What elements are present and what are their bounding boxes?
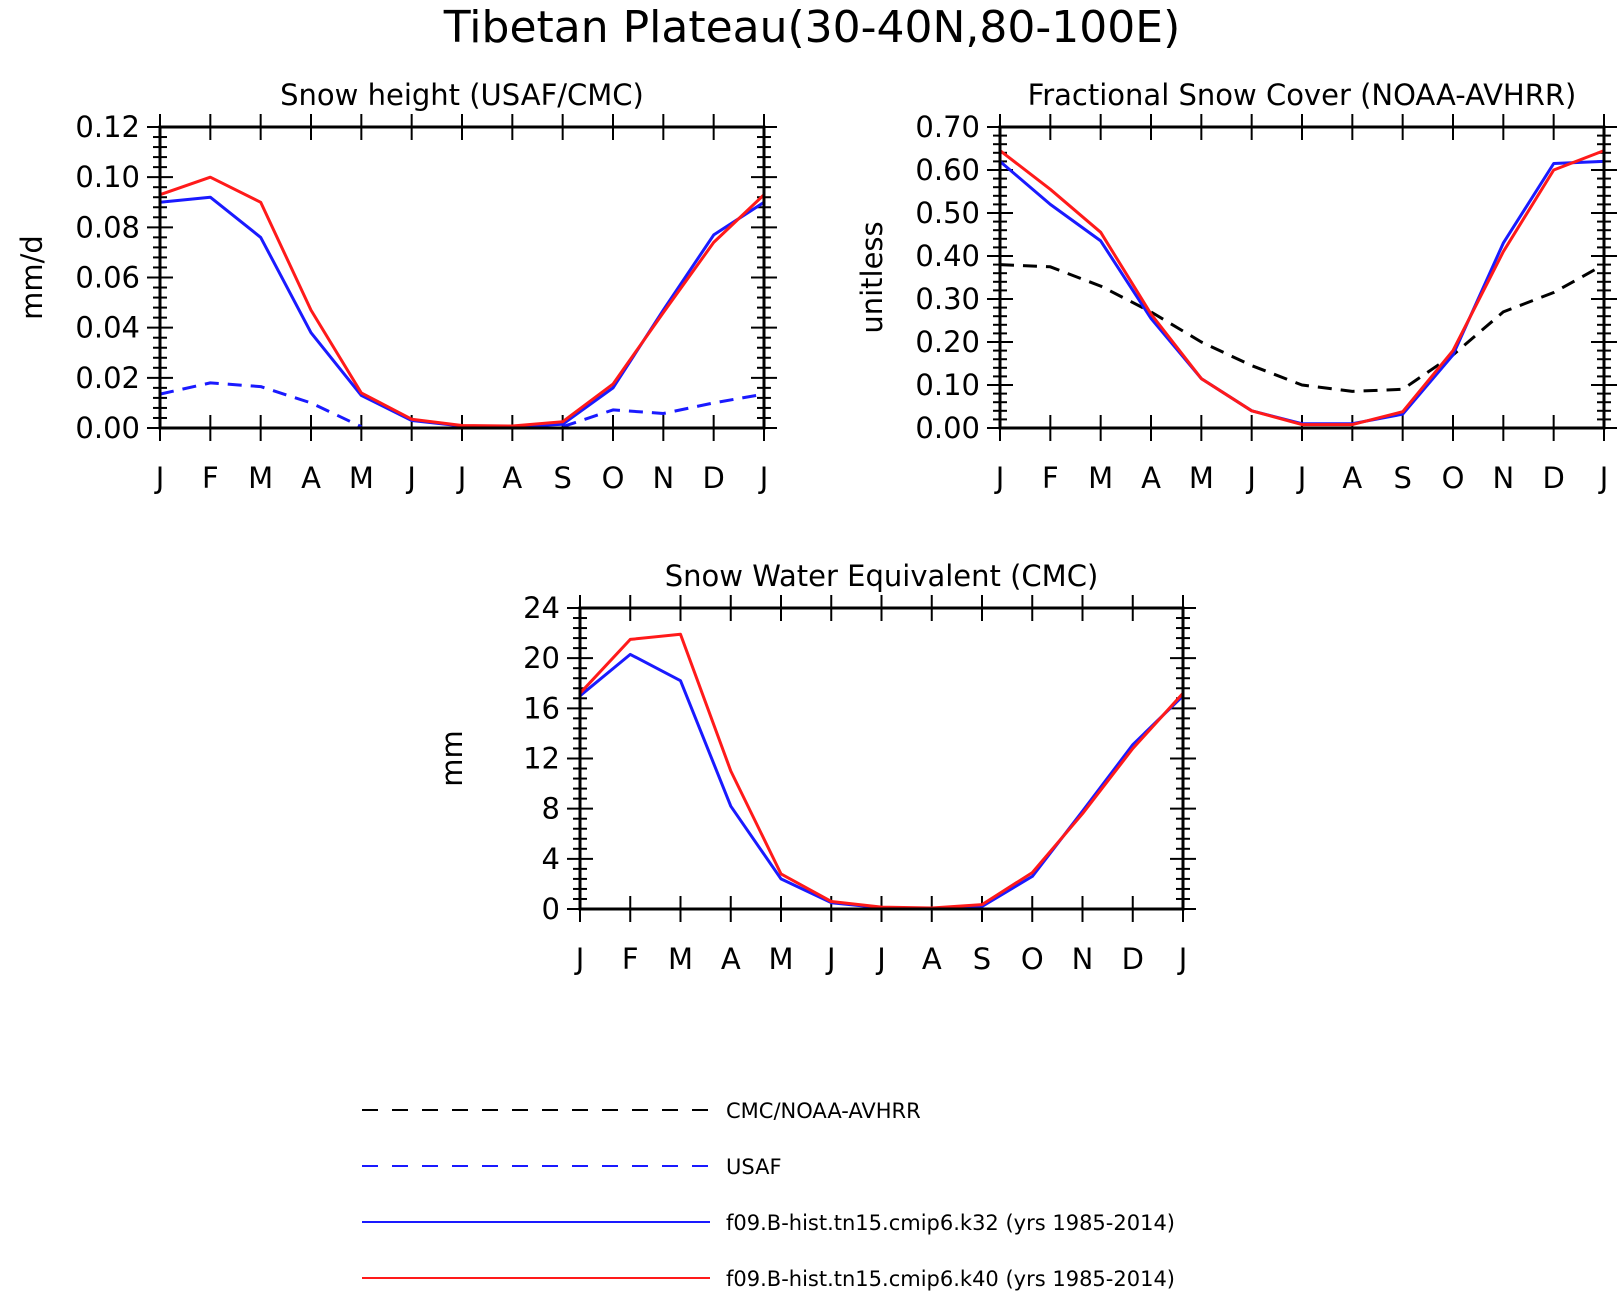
x-tick-label: J xyxy=(758,461,769,495)
panel-snow-height: Snow height (USAF/CMC) mm/d 0.00 0.02 0.04 0.… xyxy=(15,78,777,495)
x-tick-label: F xyxy=(202,461,219,495)
panel-title: Snow Water Equivalent (CMC) xyxy=(665,559,1099,593)
series-line-f09-b-hist-tn15-cmip6-k32-yrs-1985-2014 xyxy=(579,652,1185,910)
x-tick-label: M xyxy=(768,942,793,976)
x-tick-label: M xyxy=(349,461,374,495)
x-tick-label: F xyxy=(1042,461,1059,495)
y-tick-label: 0.00 xyxy=(75,411,140,445)
x-tick-label: D xyxy=(1542,461,1564,495)
x-tick-label: A xyxy=(721,942,741,976)
x-tick-label: A xyxy=(502,461,522,495)
axis-ticks xyxy=(987,114,1617,441)
panel-title: Snow height (USAF/CMC) xyxy=(280,78,644,112)
y-tick-label: 20 xyxy=(523,641,560,675)
legend-label: USAF xyxy=(726,1155,782,1179)
x-tick-label: J xyxy=(1177,942,1188,976)
plot-frame xyxy=(578,606,1185,911)
legend-label: f09.B-hist.tn15.cmip6.k32 (yrs 1985-2014… xyxy=(726,1211,1175,1235)
axis-ticks xyxy=(147,114,777,441)
x-tick-label: J xyxy=(574,942,585,976)
x-tick-label: J xyxy=(1245,461,1256,495)
plot-frame xyxy=(158,125,766,430)
x-tick-label: J xyxy=(456,461,467,495)
y-tick-label: 0.00 xyxy=(915,411,980,445)
y-axis-label: unitless xyxy=(855,221,889,333)
y-tick-label: 0.20 xyxy=(915,325,980,359)
y-tick-label: 0.06 xyxy=(75,261,140,295)
plot-frame xyxy=(998,125,1606,430)
y-tick-label: 16 xyxy=(523,691,560,725)
y-tick-label: 0 xyxy=(542,892,560,926)
series-line-f09-b-hist-tn15-cmip6-k40-yrs-1985-2014 xyxy=(578,632,1185,910)
series-line-f09-b-hist-tn15-cmip6-k40-yrs-1985-2014 xyxy=(159,175,766,428)
x-tick-label: J xyxy=(994,461,1005,495)
panel-snow-water-equivalent: Snow Water Equivalent (CMC) mm 0 4 8 12 16 20 24… xyxy=(435,559,1196,976)
x-tick-label: M xyxy=(1189,461,1214,495)
x-tick-label: S xyxy=(973,942,991,976)
x-tick-label: O xyxy=(1442,461,1465,495)
x-tick-label: A xyxy=(1141,461,1161,495)
y-tick-label: 24 xyxy=(523,591,560,625)
x-tick-label: A xyxy=(922,942,942,976)
y-tick-label: 0.04 xyxy=(75,311,140,345)
y-axis-label: mm/d xyxy=(15,235,49,320)
legend: CMC/NOAA-AVHRR USAF f09.B-hist.tn15.cmip6.… xyxy=(362,1099,1175,1291)
x-tick-label: M xyxy=(668,942,693,976)
x-tick-label: J xyxy=(405,461,416,495)
series-line-f09-b-hist-tn15-cmip6-k40-yrs-1985-2014 xyxy=(999,149,1605,427)
y-tick-label: 12 xyxy=(523,742,560,776)
y-tick-label: 0.70 xyxy=(915,110,980,144)
y-tick-label: 0.10 xyxy=(75,160,140,194)
y-tick-label: 0.12 xyxy=(75,110,140,144)
x-tick-label: S xyxy=(1393,461,1411,495)
panel-title: Fractional Snow Cover (NOAA-AVHRR) xyxy=(1028,78,1577,112)
y-tick-label: 0.30 xyxy=(915,282,980,316)
y-tick-label: 0.02 xyxy=(75,361,140,395)
series-line-usaf xyxy=(159,381,765,429)
legend-label: f09.B-hist.tn15.cmip6.k40 (yrs 1985-2014… xyxy=(726,1267,1175,1291)
x-tick-label: M xyxy=(248,461,273,495)
y-tick-label: 0.40 xyxy=(915,239,980,273)
x-tick-label: D xyxy=(702,461,724,495)
x-tick-label: A xyxy=(1342,461,1362,495)
main-title: Tibetan Plateau(30-40N,80-100E) xyxy=(443,2,1180,53)
y-tick-label: 4 xyxy=(542,842,560,876)
x-tick-label: N xyxy=(652,461,674,495)
y-axis-label: mm xyxy=(435,730,469,787)
legend-label: CMC/NOAA-AVHRR xyxy=(726,1099,921,1123)
x-tick-label: J xyxy=(825,942,836,976)
y-tick-label: 8 xyxy=(542,792,560,826)
series-line-f09-b-hist-tn15-cmip6-k32-yrs-1985-2014 xyxy=(159,195,765,429)
x-tick-label: N xyxy=(1072,942,1094,976)
x-tick-label: A xyxy=(301,461,321,495)
x-tick-label: N xyxy=(1492,461,1514,495)
x-tick-label: M xyxy=(1088,461,1113,495)
y-tick-label: 0.50 xyxy=(915,196,980,230)
x-tick-label: F xyxy=(622,942,639,976)
x-tick-label: O xyxy=(602,461,625,495)
y-tick-label: 0.08 xyxy=(75,210,140,244)
x-tick-label: O xyxy=(1021,942,1044,976)
x-tick-label: D xyxy=(1122,942,1144,976)
x-tick-label: S xyxy=(553,461,571,495)
series-line-cmc-noaa-avhrr xyxy=(999,263,1605,393)
x-tick-label: J xyxy=(875,942,886,976)
x-tick-label: J xyxy=(1296,461,1307,495)
panel-fractional-snow-cover: Fractional Snow Cover (NOAA-AVHRR) unitle… xyxy=(855,78,1617,495)
axis-ticks xyxy=(567,595,1196,922)
x-tick-label: J xyxy=(154,461,165,495)
x-tick-label: J xyxy=(1598,461,1609,495)
y-tick-label: 0.60 xyxy=(915,153,980,187)
y-tick-label: 0.10 xyxy=(915,368,980,402)
